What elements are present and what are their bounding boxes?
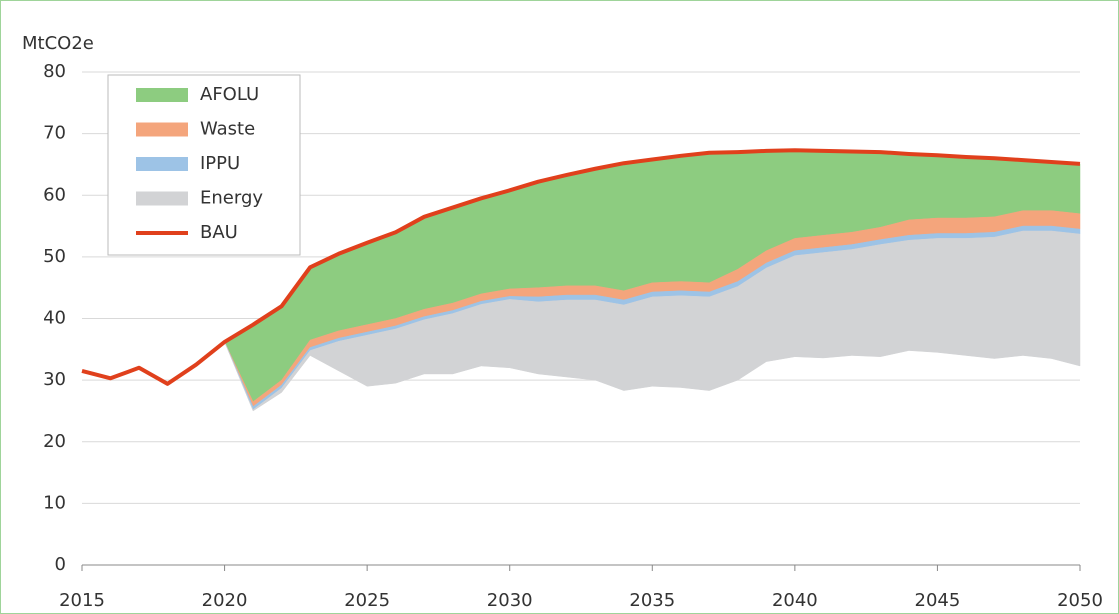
y-tick-label: 60	[43, 184, 66, 205]
x-tick-label: 2040	[772, 590, 818, 611]
y-tick-label: 70	[43, 123, 66, 144]
x-tick-label: 2025	[344, 590, 390, 611]
y-tick-label: 10	[43, 492, 66, 513]
x-tick-label: 2050	[1057, 590, 1103, 611]
x-tick-label: 2035	[629, 590, 675, 611]
legend-swatch	[136, 157, 188, 171]
legend-swatch	[136, 88, 188, 102]
legend-label: Waste	[200, 119, 255, 140]
area	[224, 230, 1081, 412]
line	[81, 148, 1081, 386]
y-tick-label: 20	[43, 431, 66, 452]
legend-label: IPPU	[200, 153, 240, 174]
y-tick-label: 30	[43, 369, 66, 390]
x-tick-label: 2020	[202, 590, 248, 611]
y-tick-label: 0	[55, 554, 66, 575]
y-tick-label: 80	[43, 61, 66, 82]
x-tick-label: 2030	[487, 590, 533, 611]
x-tick-label: 2045	[915, 590, 961, 611]
y-axis-label: MtCO2e	[22, 33, 94, 54]
legend-swatch	[136, 122, 188, 137]
legend-label: Energy	[200, 188, 263, 209]
y-tick-label: 50	[43, 246, 66, 267]
legend-swatch	[136, 191, 188, 206]
legend-label: AFOLU	[200, 84, 259, 105]
y-tick-label: 40	[43, 308, 66, 329]
x-tick-label: 2015	[59, 590, 105, 611]
legend-label: BAU	[200, 222, 238, 243]
